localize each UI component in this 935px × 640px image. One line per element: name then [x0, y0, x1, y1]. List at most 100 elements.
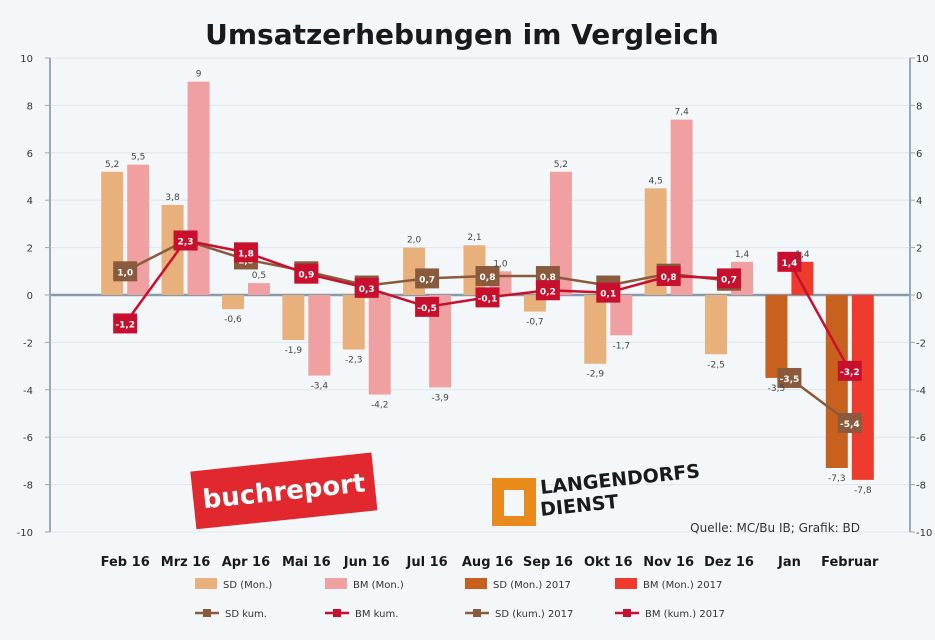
- line-value-label: -3,2: [840, 368, 860, 378]
- bar: [161, 204, 184, 295]
- bar: [187, 81, 210, 295]
- bar-value-label: -4,2: [371, 401, 389, 411]
- x-tick-label: Feb 16: [101, 555, 150, 570]
- line-value-label: 1,4: [781, 259, 797, 269]
- bar: [610, 295, 633, 336]
- legend-swatch: [325, 578, 347, 589]
- line-marker: [415, 268, 440, 289]
- bar-value-label: 1,4: [795, 250, 810, 260]
- line-marker: [717, 268, 742, 289]
- line-value-label: 2,3: [178, 237, 194, 247]
- line-marker: [173, 230, 198, 251]
- bar-value-label: 7,4: [674, 108, 689, 118]
- x-tick-label: Aug 16: [462, 555, 513, 570]
- bar: [851, 295, 874, 480]
- legend-swatch: [195, 578, 217, 589]
- bar-value-label: -2,3: [345, 356, 363, 366]
- bar: [705, 295, 728, 355]
- line-marker: [415, 296, 440, 317]
- legend-label: SD (Mon.) 2017: [493, 580, 571, 591]
- bar-value-label: -3,9: [431, 393, 449, 403]
- y-tick-label-right: 0: [916, 291, 922, 302]
- bar: [670, 119, 693, 296]
- y-tick-label-left: 0: [27, 291, 33, 302]
- bar-value-label: -0,6: [224, 315, 242, 325]
- legend-marker: [203, 609, 211, 617]
- line-value-label: -3,5: [780, 375, 800, 385]
- bar-value-label: -3,5: [768, 384, 786, 394]
- line-value-label: 1,8: [238, 249, 254, 259]
- bars: [101, 81, 874, 480]
- y-tick-label-right: -4: [916, 386, 926, 397]
- bar-value-label: 5,5: [131, 153, 145, 163]
- bar-value-label: 2,0: [407, 236, 422, 246]
- y-tick-label-right: -6: [916, 433, 926, 444]
- line-marker: [596, 282, 621, 303]
- y-tick-label-left: 10: [20, 54, 33, 65]
- legend-label: SD (kum.) 2017: [495, 609, 573, 620]
- line-value-label: 0,7: [721, 275, 737, 285]
- line-value-label: 0,7: [419, 275, 435, 285]
- bar-value-label: -3,4: [311, 382, 329, 392]
- y-tick-label-right: -10: [916, 528, 932, 539]
- bar-value-label: -1,7: [612, 341, 630, 351]
- y-tick-label-left: -8: [23, 481, 33, 492]
- line-marker: [777, 367, 802, 388]
- legend-label: BM kum.: [355, 609, 398, 620]
- y-tick-label-right: 4: [916, 196, 922, 207]
- bar-value-label: -7,8: [854, 486, 872, 496]
- data-labels: 5,2 3,8 -0,6 -1,9 -2,3 2,0 2,1 -0,7 -2,9 4,5 -2,5 5…: [105, 70, 872, 496]
- legend-label: BM (kum.) 2017: [645, 609, 725, 620]
- source-note: Quelle: MC/Bu IB; Grafik: BD: [690, 521, 860, 535]
- y-tick-label-right: 10: [916, 54, 929, 65]
- chart-title: Umsatzerhebungen im Vergleich: [205, 18, 719, 51]
- line-value-label: 0,1: [600, 290, 616, 300]
- line-marker: [354, 277, 379, 298]
- bar-value-label: 9: [196, 70, 202, 80]
- y-axis-right: -10 -8 -6 -4 -2 0 2 4 6 8 10: [909, 54, 932, 539]
- series-line: [788, 261, 851, 372]
- line-marker: [535, 280, 560, 301]
- line-value-label: -1,2: [115, 320, 135, 330]
- legend-label: BM (Mon.) 2017: [643, 580, 722, 591]
- legend: SD (Mon.) BM (Mon.) SD (Mon.) 2017 BM (Mon.…: [195, 578, 725, 620]
- bar-value-label: -0,7: [526, 318, 544, 328]
- line-marker: [656, 266, 681, 287]
- line-marker: [777, 251, 802, 272]
- line-value-label: 0,8: [540, 273, 556, 283]
- bar-value-label: -1,9: [285, 346, 303, 356]
- bar-value-label: 0,5: [252, 271, 266, 281]
- bar-value-label: 1,4: [735, 250, 750, 260]
- x-tick-label: Mrz 16: [161, 555, 211, 570]
- line-marker: [113, 261, 138, 282]
- bar-value-label: 4,5: [648, 176, 662, 186]
- line-value-label: 0,3: [359, 285, 375, 295]
- bar-value-label: 2,1: [467, 233, 481, 243]
- line-marker: [475, 266, 500, 287]
- x-tick-label: Nov 16: [643, 555, 694, 570]
- bar-value-label: 5,2: [105, 160, 119, 170]
- legend-swatch: [615, 578, 637, 589]
- x-axis-labels: Feb 16 Mrz 16 Apr 16 Mai 16 Jun 16 Jul 16 Aug …: [101, 555, 879, 570]
- x-tick-label: Sep 16: [523, 555, 573, 570]
- bar: [765, 295, 788, 378]
- line-marker: [475, 287, 500, 308]
- x-tick-label: Okt 16: [584, 555, 633, 570]
- y-tick-label-right: -2: [916, 338, 926, 349]
- line-marker: [233, 242, 258, 263]
- bar-value-label: 3,8: [165, 193, 180, 203]
- line-marker: [294, 263, 319, 284]
- line-marker: [837, 412, 862, 433]
- line-value-label: 1,0: [117, 268, 133, 278]
- bar: [342, 295, 365, 350]
- line-value-label: 0,8: [661, 273, 677, 283]
- x-tick-label: Dez 16: [704, 555, 754, 570]
- bar: [308, 295, 331, 376]
- y-tick-label-left: 2: [27, 244, 33, 255]
- y-tick-label-left: -10: [17, 528, 33, 539]
- legend-marker: [473, 609, 481, 617]
- x-tick-label: Mai 16: [282, 555, 331, 570]
- y-tick-label-right: 8: [916, 101, 922, 112]
